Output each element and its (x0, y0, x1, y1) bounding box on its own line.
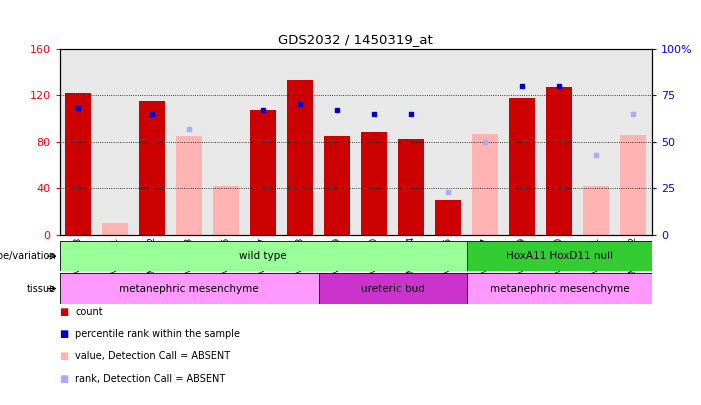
Text: rank, Detection Call = ABSENT: rank, Detection Call = ABSENT (75, 374, 225, 384)
Text: ■: ■ (60, 374, 69, 384)
Bar (435, 200, 461, 235)
Text: percentile rank within the sample: percentile rank within the sample (75, 329, 240, 339)
Text: count: count (75, 307, 102, 317)
Bar (578, 49, 615, 235)
Bar (319, 49, 356, 235)
Bar (245, 49, 282, 235)
Bar (583, 186, 609, 235)
Bar (467, 241, 652, 271)
Title: GDS2032 / 1450319_at: GDS2032 / 1450319_at (278, 33, 433, 46)
Text: HoxA11 HoxD11 null: HoxA11 HoxD11 null (506, 251, 613, 261)
Bar (282, 49, 319, 235)
Bar (541, 49, 578, 235)
Bar (250, 110, 276, 235)
Bar (620, 135, 646, 235)
Text: metanephric mesenchyme: metanephric mesenchyme (489, 284, 629, 294)
Bar (430, 49, 467, 235)
Bar (356, 49, 393, 235)
Bar (97, 49, 134, 235)
Text: wild type: wild type (239, 251, 287, 261)
Bar (467, 49, 504, 235)
Bar (60, 49, 97, 235)
Bar (60, 273, 319, 304)
Bar (393, 49, 430, 235)
Text: tissue: tissue (27, 284, 56, 294)
Bar (65, 93, 91, 235)
Bar (176, 136, 202, 235)
Bar (287, 80, 313, 235)
Text: ■: ■ (60, 329, 69, 339)
Bar (325, 136, 350, 235)
Text: ureteric bud: ureteric bud (361, 284, 425, 294)
Bar (615, 49, 652, 235)
Bar (510, 98, 536, 235)
Bar (546, 87, 572, 235)
Bar (467, 273, 652, 304)
Bar (213, 186, 239, 235)
Text: genotype/variation: genotype/variation (0, 251, 56, 261)
Bar (134, 49, 170, 235)
Bar (170, 49, 207, 235)
Bar (60, 241, 467, 271)
Bar (504, 49, 541, 235)
Text: value, Detection Call = ABSENT: value, Detection Call = ABSENT (75, 352, 230, 361)
Bar (139, 101, 165, 235)
Bar (207, 49, 245, 235)
Bar (361, 132, 387, 235)
Bar (319, 273, 467, 304)
Text: ■: ■ (60, 307, 69, 317)
Bar (398, 139, 424, 235)
Bar (102, 223, 128, 235)
Bar (472, 134, 498, 235)
Text: metanephric mesenchyme: metanephric mesenchyme (119, 284, 259, 294)
Text: ■: ■ (60, 352, 69, 361)
